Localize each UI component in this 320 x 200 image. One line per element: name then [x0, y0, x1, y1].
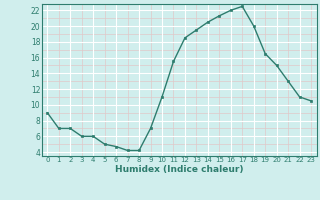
X-axis label: Humidex (Indice chaleur): Humidex (Indice chaleur)	[115, 165, 244, 174]
